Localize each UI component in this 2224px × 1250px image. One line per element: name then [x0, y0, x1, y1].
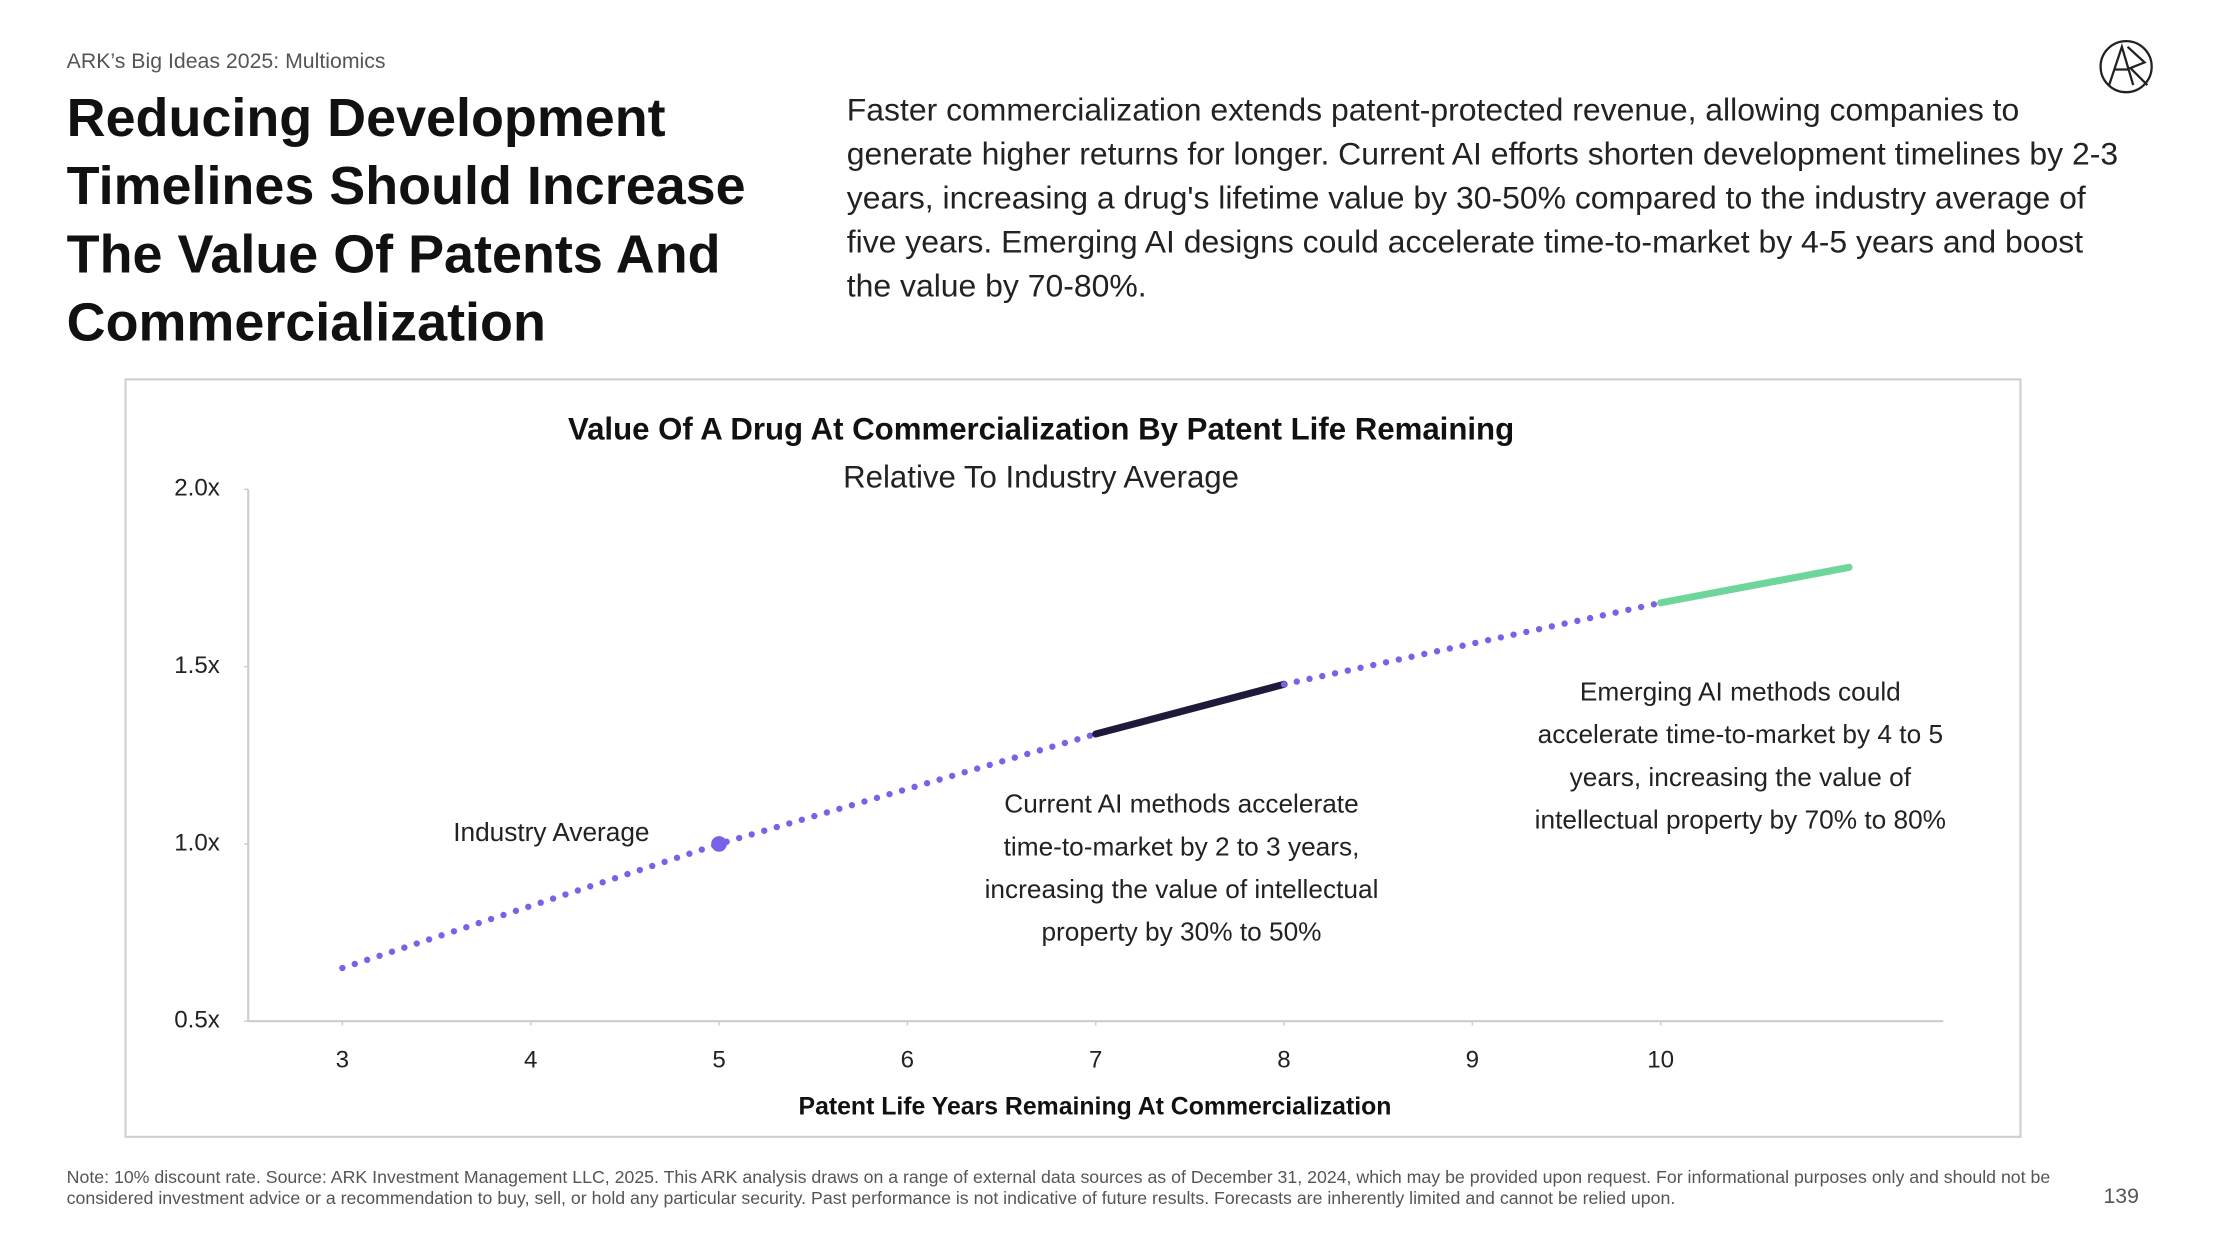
description: Faster commercialization extends patent-… — [846, 92, 2119, 304]
x-tick-label: 9 — [1466, 1046, 1479, 1073]
line-series — [1092, 680, 1288, 738]
line-series — [1657, 563, 1853, 607]
logo — [2099, 39, 2153, 94]
x-tick-label: 10 — [1647, 1046, 1674, 1073]
chart-subtitle: Relative To Industry Average — [843, 460, 1239, 495]
line-series — [339, 730, 1099, 972]
x-tick-label: 5 — [712, 1046, 725, 1073]
x-tick-label: 3 — [336, 1046, 349, 1073]
y-tick-label: 0.5x — [174, 1007, 220, 1034]
y-tick-label: 2.0x — [174, 475, 220, 502]
x-tick-label: 8 — [1277, 1046, 1290, 1073]
line-series — [1280, 599, 1664, 688]
footnote: Note: 10% discount rate. Source: ARK Inv… — [66, 1167, 2051, 1209]
kicker: ARK’s Big Ideas 2025: Multiomics — [66, 49, 386, 74]
page-number: 139 — [2103, 1184, 2139, 1209]
annotation: Emerging AI methods could accelerate tim… — [1534, 676, 1947, 835]
marker-label: Industry Average — [453, 817, 649, 847]
y-tick-label: 1.5x — [174, 652, 220, 679]
chart-frame — [124, 378, 2022, 1138]
y-tick-label: 1.0x — [174, 829, 220, 856]
annotation: Current AI methods accelerate time-to-ma… — [984, 788, 1379, 947]
x-tick-label: 4 — [524, 1046, 537, 1073]
slide-title: Reducing Development Timelines Should In… — [66, 89, 746, 354]
marker-point — [711, 836, 727, 852]
chart-title: Value Of A Drug At Commercialization By … — [568, 411, 1514, 446]
x-tick-label: 6 — [901, 1046, 914, 1073]
x-tick-label: 7 — [1089, 1046, 1102, 1073]
x-axis-label: Patent Life Years Remaining At Commercia… — [799, 1093, 1392, 1120]
